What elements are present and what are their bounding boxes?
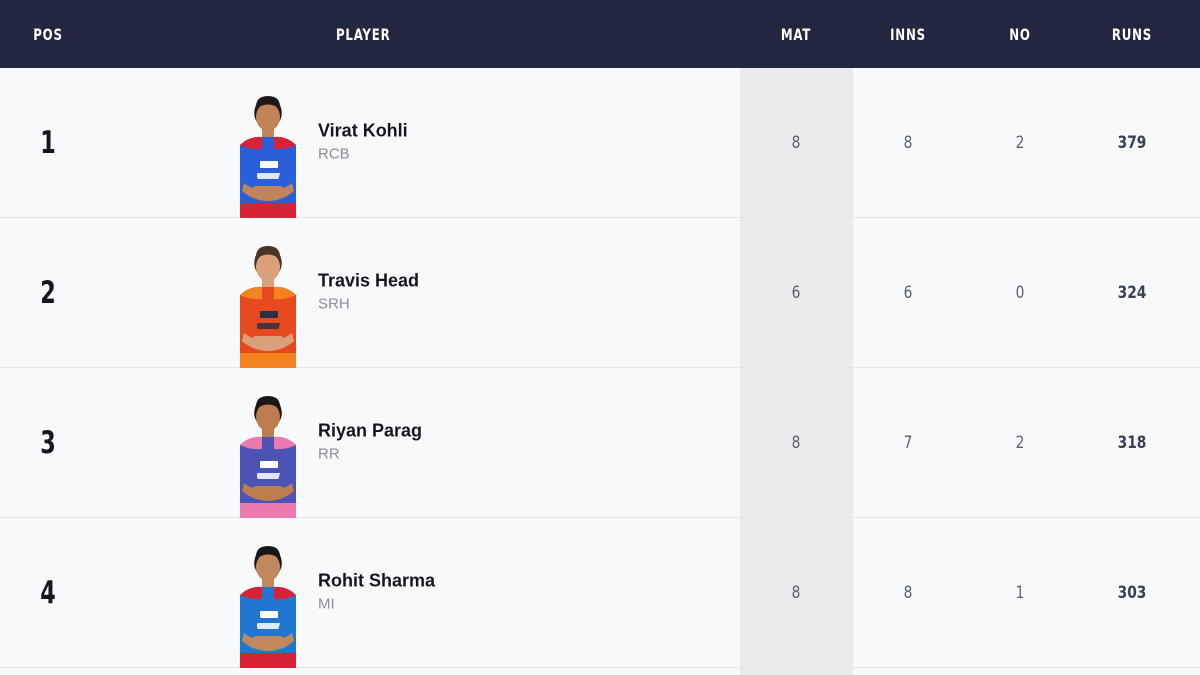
stat-inns: 8 (903, 132, 913, 153)
table-row[interactable]: 1 Virat Kohli RCB 8 8 2 37 (0, 68, 1200, 218)
player-name: Riyan Parag (318, 419, 423, 440)
player-photo-rohit-sharma (226, 533, 310, 668)
player-name: Virat Kohli (318, 119, 408, 140)
column-header-pos[interactable]: POS (9, 25, 88, 44)
position-number: 1 (40, 124, 56, 161)
position-number: 4 (40, 574, 56, 611)
player-cell[interactable]: Travis Head SRH (96, 218, 740, 368)
table-row[interactable]: 3 Riyan Parag RR 8 7 2 318 (0, 368, 1200, 518)
player-team-code: MI (318, 595, 335, 613)
stat-mat: 8 (791, 132, 801, 153)
stat-runs: 379 (1117, 132, 1147, 153)
player-identity: Rohit Sharma MI (318, 569, 435, 616)
player-team-code: RCB (318, 145, 350, 163)
player-team-code: RR (318, 445, 340, 463)
stat-no: 0 (1015, 282, 1025, 303)
column-header-inns[interactable]: INNS (862, 25, 954, 44)
player-identity: Riyan Parag RR (318, 419, 422, 466)
stat-mat: 6 (791, 282, 801, 303)
position-number: 3 (40, 424, 56, 461)
column-header-player-label: PLAYER (336, 24, 391, 44)
stat-runs: 318 (1117, 432, 1147, 453)
stat-runs: 303 (1117, 582, 1147, 603)
stat-inns: 6 (903, 282, 913, 303)
player-cell[interactable]: Virat Kohli RCB (96, 68, 740, 218)
player-photo-travis-head (226, 233, 310, 368)
position-number: 2 (40, 274, 56, 311)
stat-runs: 324 (1117, 282, 1147, 303)
player-cell[interactable]: Riyan Parag RR (96, 368, 740, 518)
column-header-runs-label: RUNS (1111, 24, 1153, 44)
stat-no: 1 (1015, 582, 1025, 603)
table-row[interactable]: 2 Travis Head SRH 6 6 0 32 (0, 218, 1200, 368)
player-photo-virat-kohli (226, 83, 310, 218)
stat-hs: 102 (1194, 283, 1200, 303)
column-header-runs[interactable]: RUNS (1086, 25, 1178, 44)
runs-column-highlight (740, 68, 853, 675)
column-header-pos-label: POS (33, 24, 63, 44)
player-cell[interactable]: Rohit Sharma MI (96, 518, 740, 668)
player-identity: Travis Head SRH (318, 269, 419, 316)
column-header-no[interactable]: NO (974, 25, 1066, 44)
stat-inns: 8 (903, 582, 913, 603)
table-row[interactable]: 4 Rohit Sharma MI 8 8 1 30 (0, 518, 1200, 668)
stat-no: 2 (1015, 132, 1025, 153)
player-name: Travis Head (318, 269, 420, 290)
stat-hs: 113* (1194, 133, 1200, 153)
stat-hs: 105* (1194, 583, 1200, 603)
column-header-mat-label: MAT (780, 24, 812, 44)
table-header-row: POS PLAYER MAT INNS NO RUNS HS AVG BF (0, 0, 1200, 68)
player-photo-riyan-parag (226, 383, 310, 518)
stat-mat: 8 (791, 432, 801, 453)
column-header-inns-label: INNS (890, 24, 926, 44)
stat-hs: 84* (1194, 433, 1200, 453)
player-identity: Virat Kohli RCB (318, 119, 408, 166)
table-row-partial[interactable] (0, 668, 1200, 675)
player-name: Rohit Sharma (318, 569, 436, 590)
column-header-player[interactable]: PLAYER (154, 25, 682, 44)
column-header-mat[interactable]: MAT (750, 25, 842, 44)
table-body: 1 Virat Kohli RCB 8 8 2 3 7 (0, 68, 1200, 675)
stat-mat: 8 (791, 582, 801, 603)
stat-inns: 7 (903, 432, 913, 453)
column-header-no-label: NO (1009, 24, 1031, 44)
stat-no: 2 (1015, 432, 1025, 453)
player-team-code: SRH (318, 295, 350, 313)
